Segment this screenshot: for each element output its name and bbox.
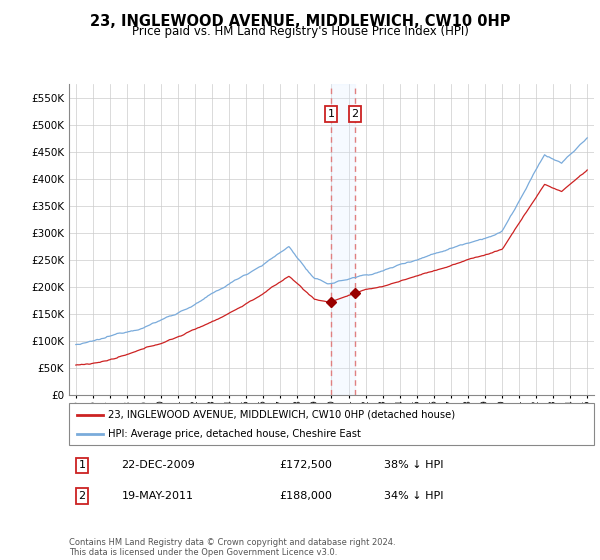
Text: 34% ↓ HPI: 34% ↓ HPI	[384, 491, 443, 501]
Text: 1: 1	[328, 109, 334, 119]
Text: £172,500: £172,500	[279, 460, 332, 470]
Text: 23, INGLEWOOD AVENUE, MIDDLEWICH, CW10 0HP: 23, INGLEWOOD AVENUE, MIDDLEWICH, CW10 0…	[90, 14, 510, 29]
Text: 19-MAY-2011: 19-MAY-2011	[121, 491, 193, 501]
Text: 1: 1	[79, 460, 86, 470]
Bar	[331, 84, 355, 395]
Text: Contains HM Land Registry data © Crown copyright and database right 2024.
This d: Contains HM Land Registry data © Crown c…	[69, 538, 395, 557]
Text: 2: 2	[79, 491, 86, 501]
Text: 2: 2	[352, 109, 359, 119]
Text: HPI: Average price, detached house, Cheshire East: HPI: Average price, detached house, Ches…	[109, 429, 361, 439]
Text: 38% ↓ HPI: 38% ↓ HPI	[384, 460, 443, 470]
Text: 23, INGLEWOOD AVENUE, MIDDLEWICH, CW10 0HP (detached house): 23, INGLEWOOD AVENUE, MIDDLEWICH, CW10 0…	[109, 409, 455, 419]
Text: 22-DEC-2009: 22-DEC-2009	[121, 460, 195, 470]
Text: Price paid vs. HM Land Registry's House Price Index (HPI): Price paid vs. HM Land Registry's House …	[131, 25, 469, 38]
Text: £188,000: £188,000	[279, 491, 332, 501]
